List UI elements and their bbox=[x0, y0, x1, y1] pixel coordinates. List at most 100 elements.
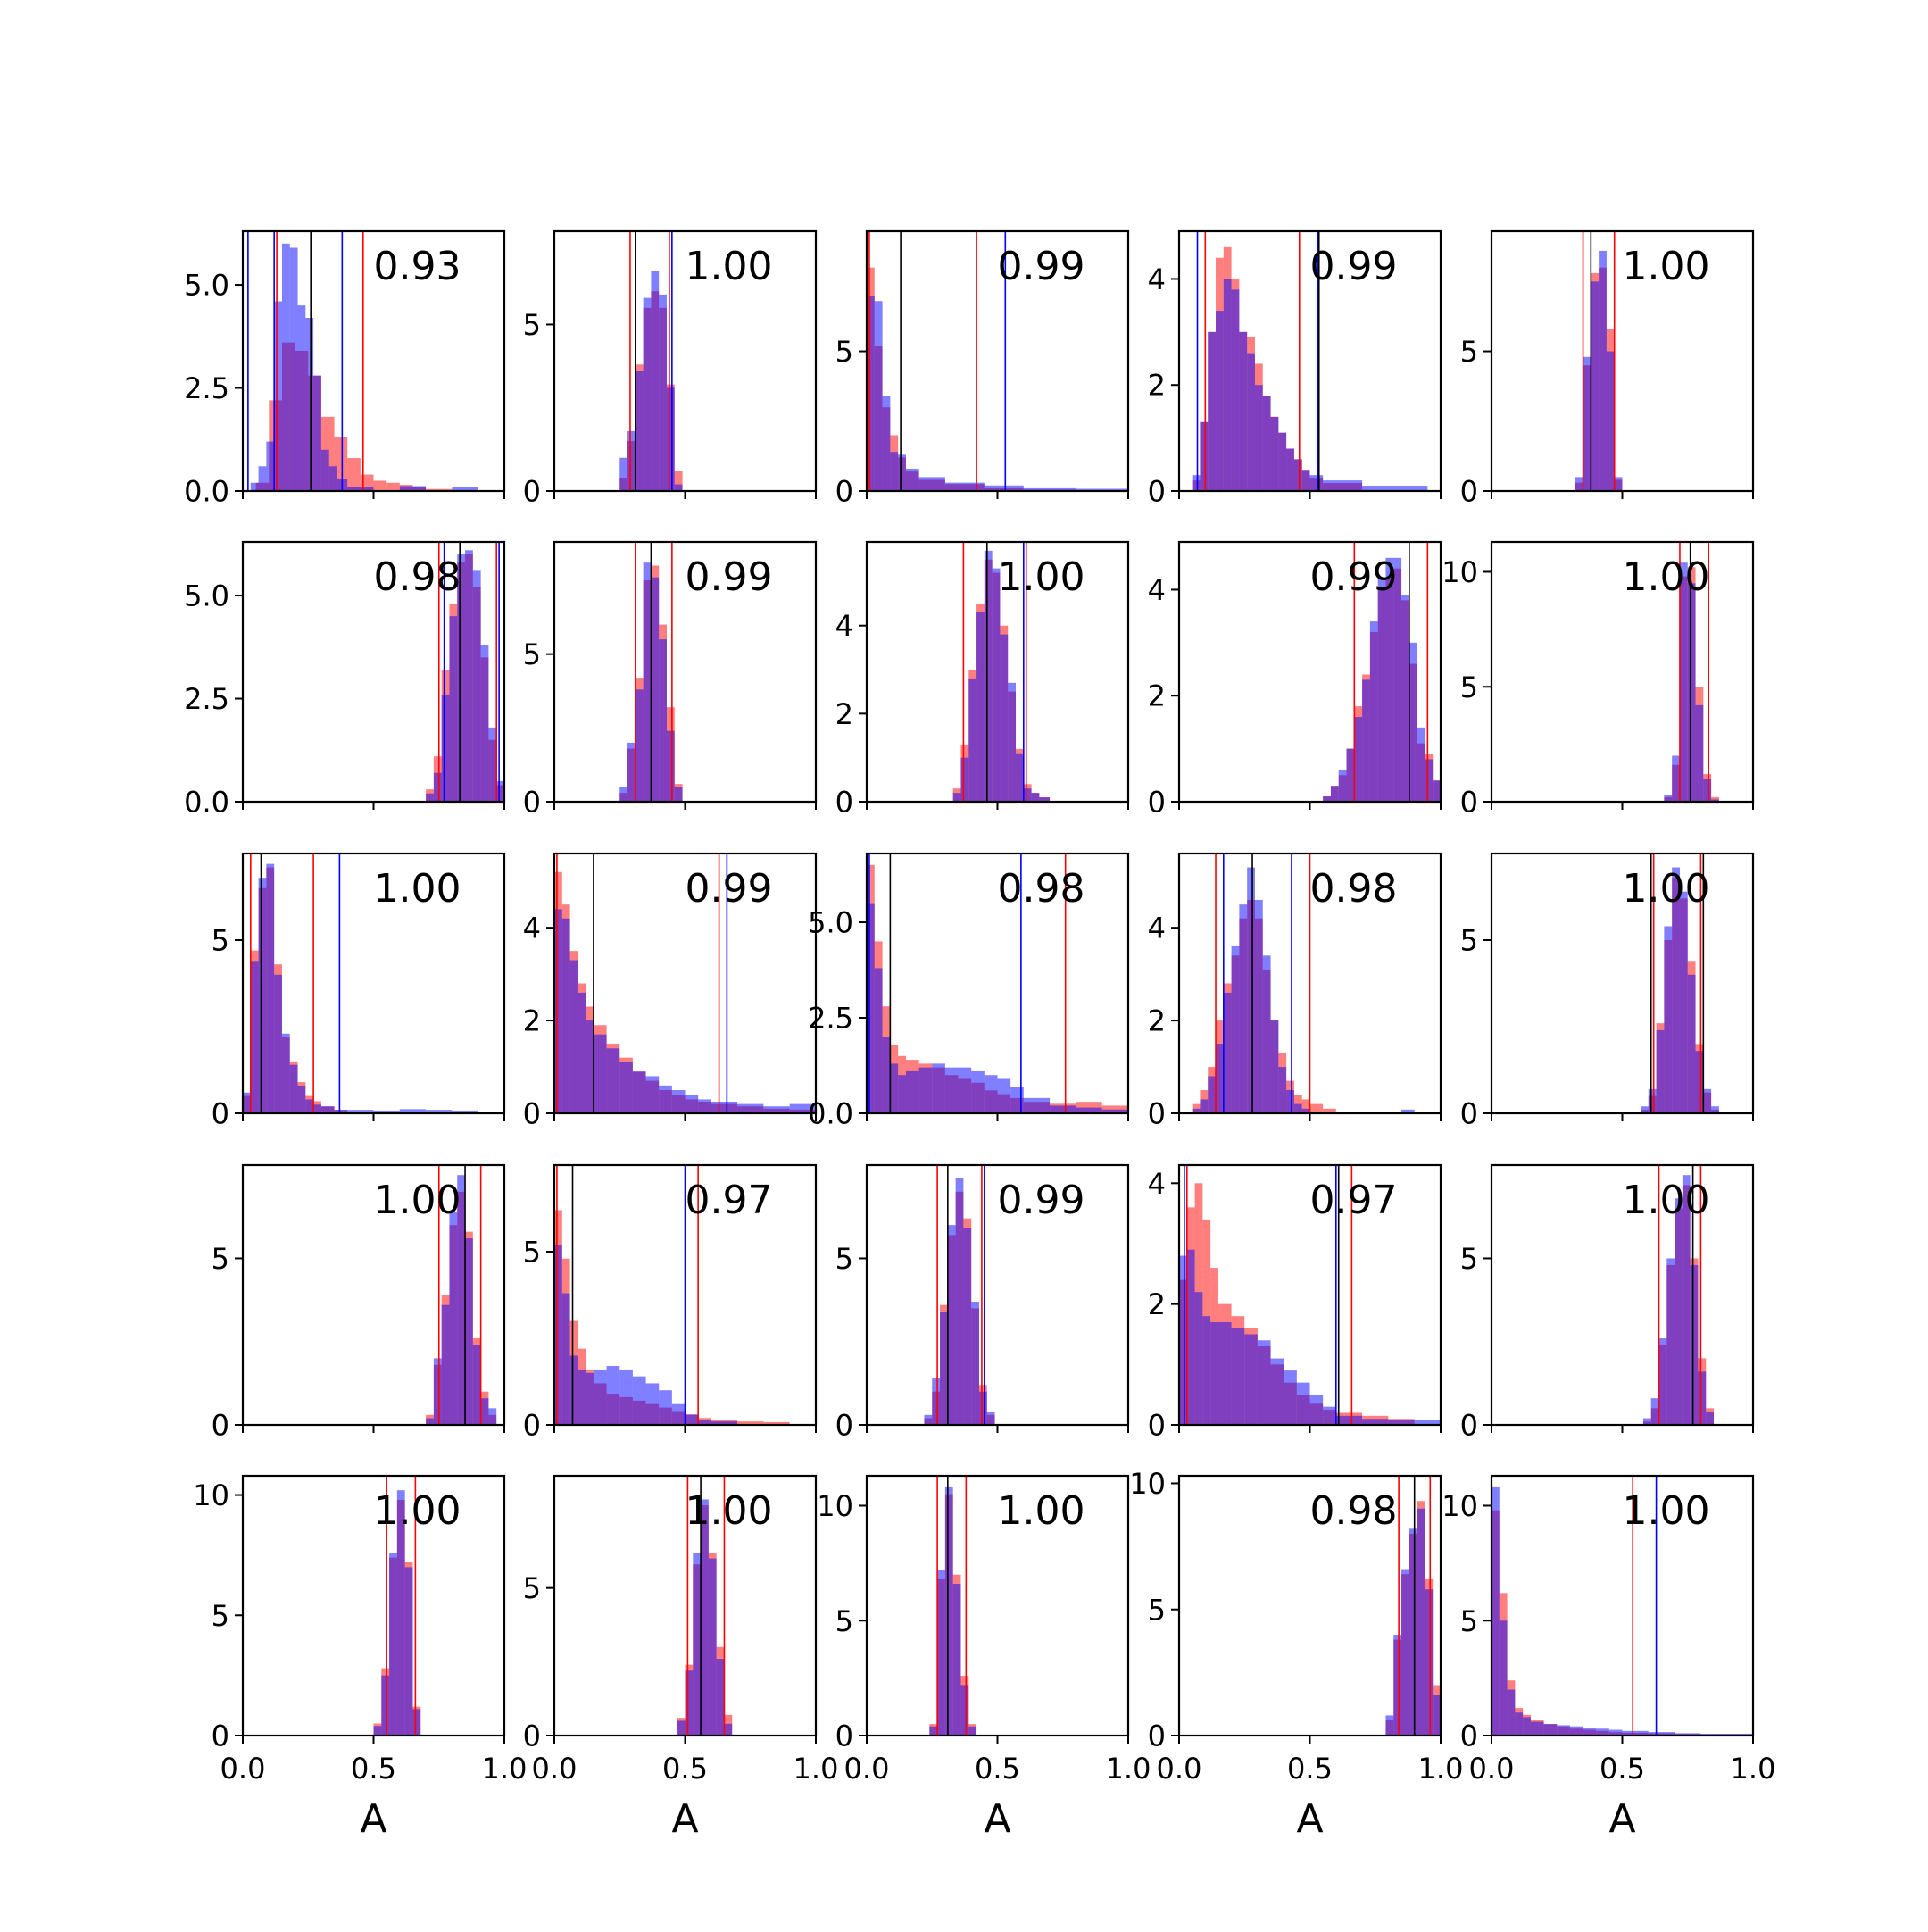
bar-s1-2 bbox=[1679, 562, 1688, 802]
bar-s1-8 bbox=[488, 727, 497, 802]
bar-s1-4 bbox=[1523, 1717, 1531, 1736]
bar-s1-3 bbox=[1687, 583, 1696, 802]
bar-s1-8 bbox=[1254, 385, 1263, 491]
bar-s1-1 bbox=[1499, 1620, 1508, 1736]
bar-s1-6 bbox=[1690, 1264, 1699, 1425]
bar-s1-14 bbox=[711, 1102, 738, 1113]
bar-s1-7 bbox=[1698, 1371, 1707, 1425]
bar-s1-1 bbox=[874, 301, 883, 491]
bar-s1-13 bbox=[698, 1420, 711, 1425]
ytick-label-1: 5 bbox=[835, 1242, 853, 1276]
ytick-label-0: 0 bbox=[1148, 1097, 1166, 1131]
bar-s1-1 bbox=[381, 1675, 390, 1736]
bar-s1-11 bbox=[334, 1110, 374, 1113]
bar-s1-3 bbox=[266, 863, 275, 1113]
bar-s1-7 bbox=[619, 1062, 633, 1113]
subplot-r4-c3: 0 5 10 0.0 0.5 1.0 0.98 A bbox=[1129, 1467, 1463, 1842]
x-axis-label: A bbox=[671, 1796, 698, 1842]
bar-s1-6 bbox=[918, 477, 945, 491]
annotation-value: 1.00 bbox=[686, 244, 773, 289]
bar-s1-2 bbox=[635, 689, 644, 802]
bar-s1-14 bbox=[1433, 780, 1441, 802]
bar-s1-7 bbox=[480, 645, 489, 802]
annotation-value: 0.99 bbox=[686, 866, 773, 912]
bar-s1-0 bbox=[1192, 1108, 1201, 1113]
ytick-label-0: 0 bbox=[523, 475, 541, 509]
bar-s1-14 bbox=[711, 1421, 738, 1425]
bar-s1-0 bbox=[924, 1414, 933, 1425]
annotation-value: 0.99 bbox=[998, 244, 1085, 289]
bar-s1-8 bbox=[1016, 753, 1024, 802]
annotation-value: 0.97 bbox=[1310, 1178, 1398, 1223]
ytick-label-2: 4 bbox=[1148, 573, 1166, 607]
ytick-label-1: 2 bbox=[1148, 369, 1166, 403]
annotation-value: 0.97 bbox=[686, 1178, 773, 1223]
bar-s1-15 bbox=[1050, 1105, 1076, 1113]
ytick-label-1: 2.5 bbox=[808, 1002, 853, 1036]
bar-s1-11 bbox=[1608, 1729, 1623, 1736]
subplot-r2-c4: 051.00 bbox=[1460, 852, 1755, 1131]
xtick-label-1: 0.5 bbox=[1287, 1752, 1333, 1786]
bar-s1-8 bbox=[944, 1067, 959, 1113]
bar-s1-3 bbox=[578, 1369, 586, 1425]
bar-s1-11 bbox=[1296, 1382, 1310, 1425]
annotation-value: 1.00 bbox=[1623, 244, 1710, 289]
bar-s1-2 bbox=[882, 1037, 891, 1113]
bar-s1-9 bbox=[1711, 1106, 1719, 1113]
bar-s1-2 bbox=[1658, 1338, 1667, 1425]
ytick-label-2: 4 bbox=[1148, 912, 1166, 945]
bar-s1-15 bbox=[1309, 475, 1324, 491]
bar-s1-7 bbox=[1008, 682, 1017, 802]
bar-s1-2 bbox=[1507, 1689, 1516, 1736]
subplot-r0-c3: 0 2 4 0.99 bbox=[1148, 229, 1442, 509]
bar-s1-1 bbox=[1186, 1249, 1195, 1425]
bar-s1-12 bbox=[685, 1414, 699, 1425]
bar-s1-8 bbox=[1385, 557, 1394, 802]
bar-s1-3 bbox=[1666, 1258, 1675, 1425]
bar-s1-13 bbox=[1323, 1406, 1336, 1425]
bar-s1-1 bbox=[1330, 786, 1339, 802]
bar-s1-0 bbox=[1323, 796, 1331, 802]
bar-s1-6 bbox=[1369, 621, 1378, 802]
ytick-label-2: 4 bbox=[523, 912, 541, 945]
bar-s1-6 bbox=[606, 1366, 620, 1425]
bar-s1-3 bbox=[1216, 311, 1224, 491]
bar-s1-2 bbox=[1338, 770, 1347, 802]
bar-s1-3 bbox=[1409, 1528, 1417, 1736]
bar-s1-3 bbox=[1664, 926, 1673, 1113]
bar-s1-1 bbox=[1672, 755, 1680, 802]
annotation-value: 0.99 bbox=[1310, 244, 1398, 289]
bar-s1-4 bbox=[984, 550, 993, 802]
xtick-label-0: 0.0 bbox=[844, 1752, 890, 1786]
bar-s1-10 bbox=[320, 1106, 335, 1113]
bar-s1-9 bbox=[645, 1076, 660, 1113]
subplot-r1-c1: 050.99 bbox=[523, 540, 818, 820]
bar-s1-10 bbox=[1401, 595, 1409, 802]
bar-s0-9 bbox=[373, 480, 387, 491]
bar-s1-14 bbox=[1675, 1733, 1701, 1736]
bar-s1-6 bbox=[1543, 1724, 1558, 1736]
bar-s1-4 bbox=[651, 577, 660, 802]
ytick-label-1: 5 bbox=[523, 1236, 541, 1270]
bar-s1-4 bbox=[651, 271, 660, 491]
bar-s1-5 bbox=[1703, 779, 1712, 802]
bar-s1-1 bbox=[960, 757, 969, 802]
bar-s1-6 bbox=[289, 1064, 298, 1113]
ytick-label-0: 0 bbox=[1460, 786, 1478, 820]
bar-s1-14 bbox=[452, 487, 478, 491]
subplot-r3-c2: 050.99 bbox=[835, 1163, 1130, 1443]
subplot-r1-c4: 0 5 10 1.00 bbox=[1442, 540, 1755, 820]
bar-s1-11 bbox=[671, 1403, 686, 1425]
annotation-value: 0.93 bbox=[374, 244, 461, 289]
ytick-label-0: 0 bbox=[523, 1097, 541, 1131]
annotation-value: 0.98 bbox=[998, 866, 1085, 912]
subplot-r4-c2: 0 5 10 0.0 0.5 1.0 1.00 A bbox=[817, 1474, 1151, 1842]
bar-s1-0 bbox=[619, 457, 628, 491]
subplot-r4-c1: 0 5 0.0 0.5 1.0 1.00 A bbox=[523, 1474, 838, 1842]
bar-s1-6 bbox=[1231, 1328, 1245, 1425]
ytick-label-0: 0 bbox=[1460, 1720, 1478, 1753]
bar-s1-7 bbox=[674, 787, 683, 802]
bar-s1-1 bbox=[627, 430, 636, 491]
ytick-label-2: 4 bbox=[1148, 1167, 1166, 1201]
